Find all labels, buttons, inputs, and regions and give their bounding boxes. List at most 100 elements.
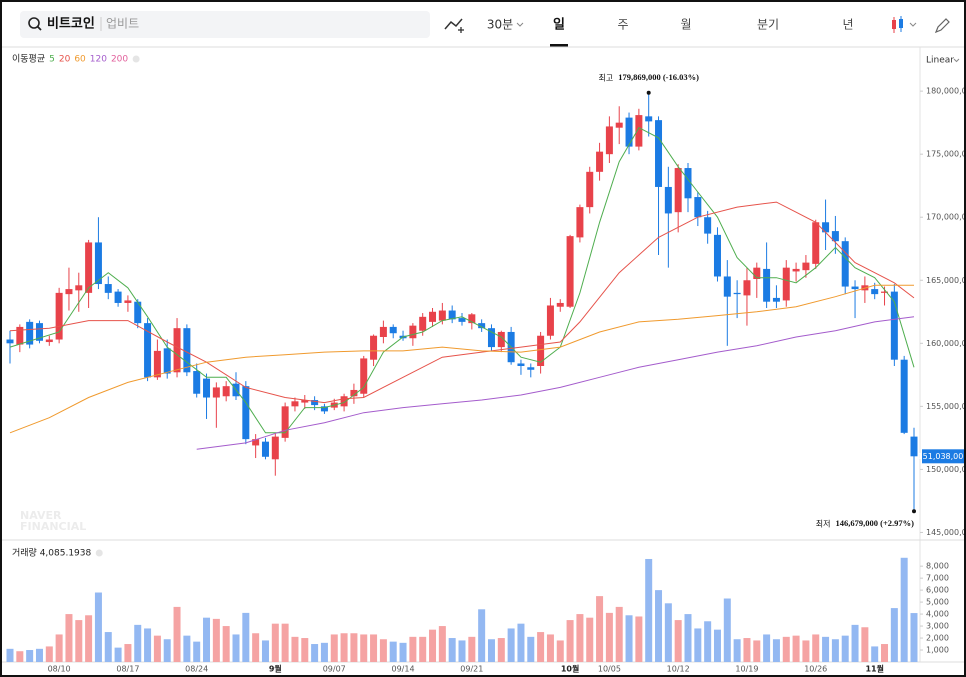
x-tick-label: 08/24 xyxy=(185,665,208,674)
candle-body xyxy=(389,326,397,334)
volume-bar xyxy=(448,638,456,662)
volume-close[interactable] xyxy=(95,549,103,557)
last-price-tag xyxy=(922,449,964,464)
candle-body xyxy=(193,371,201,394)
volume-bar xyxy=(655,590,663,662)
interval-tab[interactable]: 30분 xyxy=(487,18,513,32)
scale-selector[interactable]: Linear xyxy=(926,56,954,66)
candle-body xyxy=(261,441,269,457)
chevron xyxy=(909,22,917,27)
volume-bar xyxy=(733,639,741,662)
candle-body xyxy=(851,286,859,290)
volume-bar xyxy=(556,640,564,662)
candle-body xyxy=(694,197,702,218)
interval-tab[interactable]: 년 xyxy=(842,18,853,32)
ma-legend-item[interactable]: 120 xyxy=(90,55,107,65)
volume-bar xyxy=(763,634,771,662)
interval-tab[interactable]: 분기 xyxy=(757,18,779,32)
chart-type-icon[interactable] xyxy=(892,16,917,33)
ma-legend-title: 이동평균 xyxy=(12,54,45,65)
volume-bar xyxy=(468,636,476,662)
candle-body xyxy=(212,387,220,398)
volume-bar xyxy=(438,626,446,662)
interval-tab[interactable]: 일 xyxy=(553,18,565,33)
x-tick-label: 08/17 xyxy=(116,665,139,674)
candle-body xyxy=(586,171,594,208)
volume-bar xyxy=(301,638,309,662)
candle-body xyxy=(75,285,83,291)
candle-body xyxy=(713,234,721,277)
volume-bar xyxy=(261,640,269,662)
candle-body xyxy=(94,242,102,285)
volume-bar xyxy=(635,616,643,662)
candle-body xyxy=(35,323,43,341)
candle-body xyxy=(576,207,584,238)
volume-bar xyxy=(281,623,289,662)
volume-bar xyxy=(370,634,378,662)
interval-tab[interactable]: 주 xyxy=(617,18,628,32)
candle-body xyxy=(291,401,299,407)
candle-body xyxy=(487,328,495,348)
moving-average-line xyxy=(9,127,915,434)
volume-bar xyxy=(900,557,908,662)
volume-bar xyxy=(340,633,348,662)
volume-bar xyxy=(153,635,161,662)
volume-bar xyxy=(910,613,918,662)
ma-legend-item[interactable]: 60 xyxy=(74,55,86,65)
candle-body xyxy=(16,326,24,345)
volume-bar xyxy=(183,635,191,662)
candle-body xyxy=(900,359,908,433)
x-tick-label: 10/05 xyxy=(598,665,621,674)
volume-bar xyxy=(507,628,515,662)
icon-candle xyxy=(899,19,903,28)
indicator-icon[interactable] xyxy=(444,18,464,33)
interval-tab[interactable]: 월 xyxy=(680,18,691,32)
ma-legend-item[interactable]: 5 xyxy=(49,55,55,65)
candle-body xyxy=(723,276,731,297)
x-tick-label: 10월 xyxy=(561,664,580,674)
volume-bar xyxy=(802,640,810,662)
legend-close[interactable] xyxy=(132,55,140,63)
volume-bar xyxy=(596,596,604,662)
search-box[interactable] xyxy=(20,11,430,38)
volume-bar xyxy=(517,623,525,662)
volume-tick-label: 4,000 xyxy=(926,610,949,619)
candle-body xyxy=(625,117,633,147)
chevron xyxy=(516,22,524,27)
candle-body xyxy=(517,363,525,366)
candle-body xyxy=(6,339,14,344)
volume-bar xyxy=(94,592,102,662)
candle-body xyxy=(203,378,211,398)
volume-bar xyxy=(173,606,181,662)
volume-bar xyxy=(664,603,672,662)
candle-body xyxy=(271,436,279,460)
volume-bar xyxy=(684,614,692,662)
volume-bar xyxy=(822,636,830,662)
y-tick-label: 170,000,000 xyxy=(926,213,964,222)
ma-legend-item[interactable]: 20 xyxy=(59,55,71,65)
candle-body xyxy=(458,318,466,322)
volume-bar xyxy=(546,634,554,662)
volume-tick-label: 1,000 xyxy=(926,646,949,655)
volume-bar xyxy=(65,614,73,662)
volume-bar xyxy=(792,635,800,662)
ma-legend-item[interactable]: 200 xyxy=(111,55,128,65)
volume-bar xyxy=(350,633,358,662)
candle-body xyxy=(222,386,230,397)
volume-bar xyxy=(497,638,505,662)
y-tick-label: 155,000,000 xyxy=(926,402,964,411)
candle-body xyxy=(615,122,623,128)
drawing-tool-icon[interactable] xyxy=(934,18,950,34)
candle-body xyxy=(360,358,368,394)
candle-body xyxy=(301,400,309,403)
volume-bar xyxy=(311,644,319,662)
candle-body xyxy=(173,328,181,373)
moving-average-line xyxy=(9,284,914,434)
volume-bar xyxy=(75,620,83,662)
volume-bar xyxy=(713,629,721,662)
selected-underline xyxy=(550,44,568,47)
x-tick-label: 09/07 xyxy=(323,665,346,674)
candle-body xyxy=(144,323,152,378)
candle-body xyxy=(566,236,574,307)
candle-body xyxy=(124,300,132,303)
